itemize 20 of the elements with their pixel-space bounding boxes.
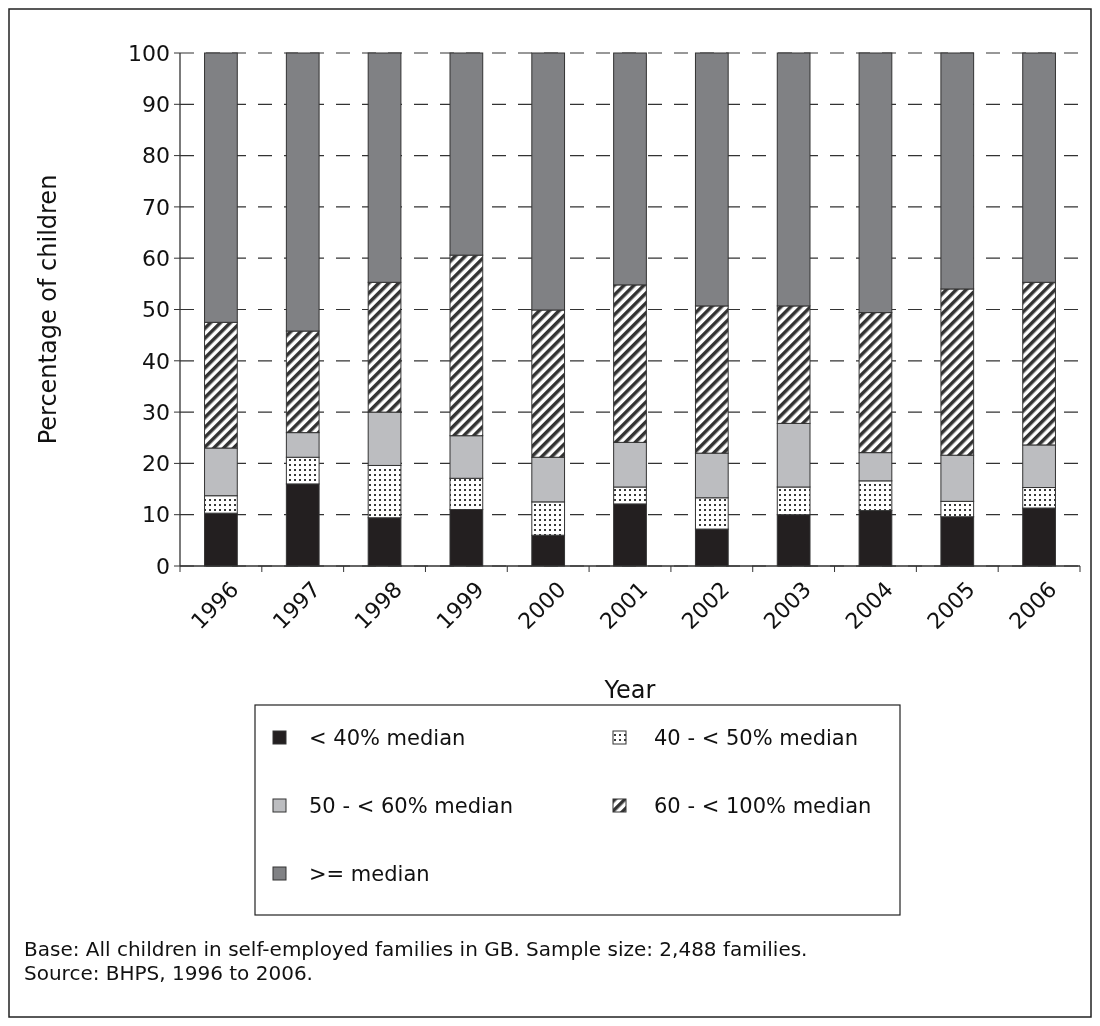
y-tick-label: 40 xyxy=(142,348,170,374)
legend-label: >= median xyxy=(309,862,430,887)
y-tick-label: 30 xyxy=(142,399,170,425)
y-tick-label: 100 xyxy=(128,40,170,66)
source-note: Source: BHPS, 1996 to 2006. xyxy=(24,961,313,985)
y-tick-label: 50 xyxy=(142,297,170,323)
y-tick-label: 80 xyxy=(142,143,170,169)
legend-label: 50 - < 60% median xyxy=(309,794,513,819)
legend-label: 60 - < 100% median xyxy=(654,794,872,819)
legend-label: < 40% median xyxy=(309,726,466,751)
y-tick-label: 0 xyxy=(156,553,170,579)
y-tick-label: 90 xyxy=(142,92,170,117)
text: Base: All children in self-employed families in GB. Sample size: 2,488 families. xyxy=(24,937,808,961)
y-tick-label: 70 xyxy=(142,194,170,220)
y-tick-label: 60 xyxy=(142,245,170,271)
y-tick-label: 10 xyxy=(142,502,170,528)
y-tick-label: 20 xyxy=(142,451,170,477)
y-axis-title: Percentage of children xyxy=(34,174,62,445)
legend-label: 40 - < 50% median xyxy=(654,726,858,751)
x-axis-title: Year xyxy=(603,676,656,704)
